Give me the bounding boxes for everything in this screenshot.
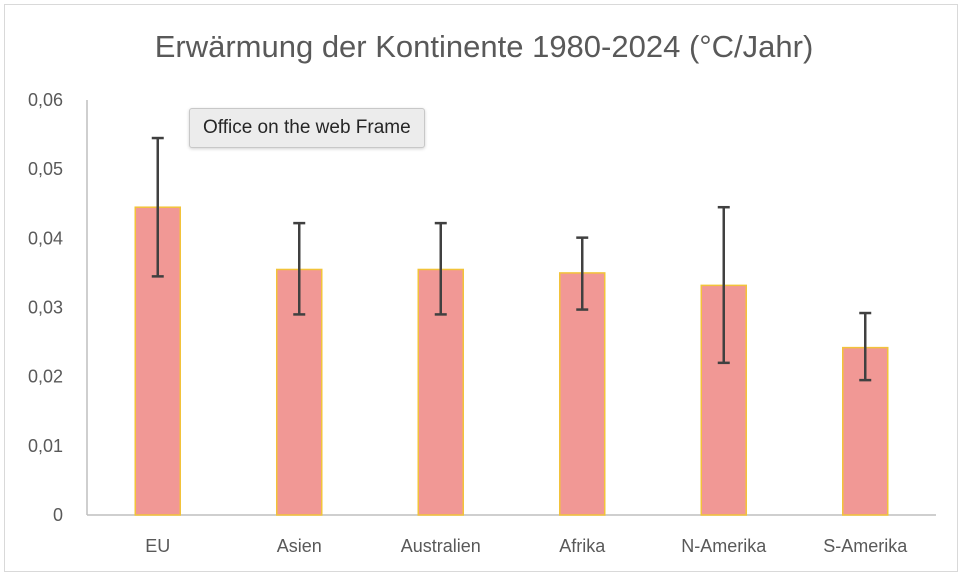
bars [134,206,889,516]
error-bar [293,221,306,316]
y-tick-label: 0,02 [28,367,63,387]
y-tick-label: 0,04 [28,228,63,248]
y-axis-ticks: 0 0,01 0,02 0,03 0,04 0,05 0,06 [28,90,63,525]
error-bar [434,221,447,316]
error-bar [151,136,164,278]
y-tick-label: 0,05 [28,159,63,179]
chart-title: Erwärmung der Kontinente 1980-2024 (°C/J… [155,29,814,64]
y-tick-label: 0,03 [28,298,63,318]
bar [559,272,606,516]
x-tick-label: Australien [401,536,481,556]
x-tick-label: EU [145,536,170,556]
x-tick-label: N-Amerika [681,536,767,556]
x-tick-label: Asien [277,536,322,556]
tooltip: Office on the web Frame [189,108,425,148]
x-tick-label: Afrika [559,536,606,556]
y-tick-label: 0 [53,505,63,525]
error-bars [151,136,872,382]
y-tick-label: 0,01 [28,436,63,456]
error-bar [717,205,730,365]
error-bar [576,236,589,311]
x-axis-labels: EU Asien Australien Afrika N-Amerika S-Amerik… [145,536,908,556]
x-tick-label: S-Amerika [823,536,908,556]
error-bar [859,311,872,382]
y-tick-label: 0,06 [28,90,63,110]
